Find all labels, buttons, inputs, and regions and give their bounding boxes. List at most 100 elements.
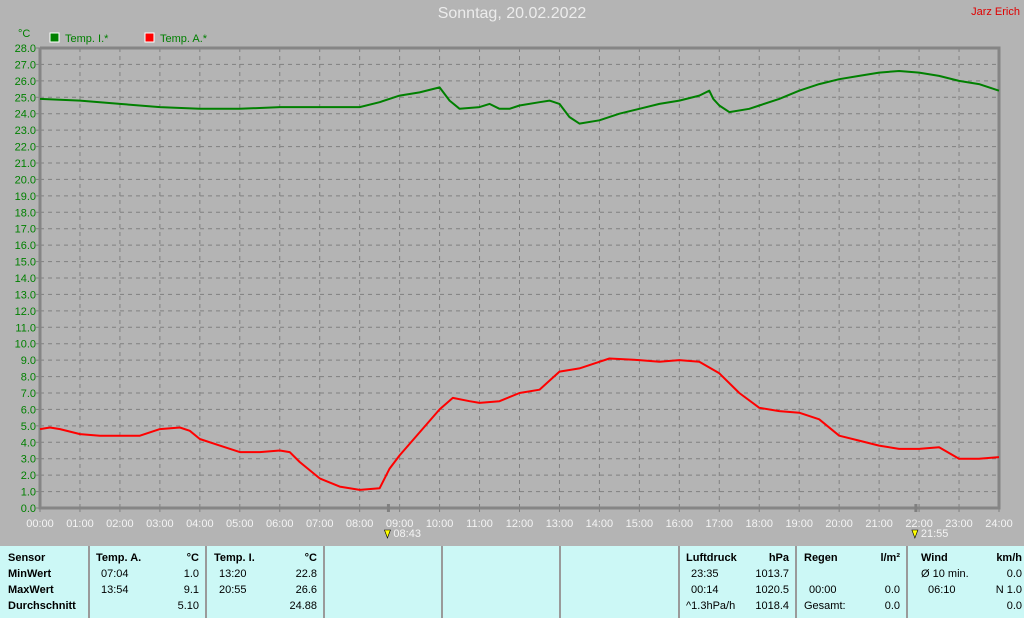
temp-i-min: 22.8 [295, 568, 317, 580]
regen-header: Regen [804, 552, 838, 564]
y-tick-label: 2.0 [21, 470, 36, 482]
y-tick-label: 28.0 [15, 43, 36, 55]
wind-max: N 1.0 [995, 584, 1022, 596]
temp-a-header: Temp. A. [96, 552, 142, 564]
x-tick-label: 14:00 [586, 518, 614, 530]
y-tick-label: 19.0 [15, 191, 36, 203]
y-tick-label: 24.0 [15, 109, 36, 121]
y-tick-label: 14.0 [15, 273, 36, 285]
x-tick-label: 13:00 [546, 518, 574, 530]
y-tick-label: 12.0 [15, 306, 36, 318]
x-tick-label: 15:00 [626, 518, 654, 530]
y-tick-label: 17.0 [15, 224, 36, 236]
wind-value: 0.0 [1006, 600, 1022, 612]
x-tick-label: 18:00 [745, 518, 773, 530]
temp-i-line [39, 70, 1000, 125]
x-tick-label: 12:00 [506, 518, 534, 530]
chart-title: Sonntag, 20.02.2022 [437, 5, 587, 22]
row-label-max: MaxWert [8, 584, 54, 596]
temp-a-min-time: 07:04 [101, 568, 129, 580]
legend-label: Temp. A.* [160, 33, 208, 45]
temp-a-unit: °C [186, 552, 199, 564]
x-tick-label: 11:00 [466, 518, 493, 530]
wind-avg: 0.0 [1006, 568, 1022, 580]
luftdruck-current: 1018.4 [755, 600, 789, 612]
x-tick-label: 04:00 [186, 518, 214, 530]
row-label-min: MinWert [8, 568, 52, 580]
x-tick-label: 08:00 [346, 518, 374, 530]
x-tick-label: 05:00 [226, 518, 254, 530]
temp-a-line [39, 357, 1000, 491]
y-tick-label: 9.0 [21, 355, 36, 367]
luftdruck-header: Luftdruck [686, 552, 737, 564]
luftdruck-trend: ^1.3hPa/h [686, 600, 736, 612]
y-tick-label: 16.0 [15, 240, 36, 252]
wind-unit: km/h [996, 552, 1022, 564]
wind-column: Wind km/h Ø 10 min. 0.0 06:10 N 1.0 0.0 [906, 546, 1024, 618]
x-tick-label: 07:00 [306, 518, 334, 530]
legend-swatch [144, 32, 155, 43]
regen-unit: l/m² [880, 552, 900, 564]
legend-swatch [49, 32, 60, 43]
sun-time-label: 21:55 [921, 528, 949, 540]
regen-total: 0.0 [884, 600, 900, 612]
y-tick-label: 21.0 [15, 158, 36, 170]
temp-a-max: 9.1 [183, 584, 199, 596]
y-tick-label: 0.0 [21, 503, 36, 515]
y-tick-label: 8.0 [21, 372, 36, 384]
x-tick-label: 00:00 [26, 518, 54, 530]
luftdruck-min-time: 23:35 [691, 568, 719, 580]
temp-a-avg: 5.10 [177, 600, 199, 612]
x-tick-label: 02:00 [106, 518, 134, 530]
y-tick-label: 22.0 [15, 142, 36, 154]
wind-header: Wind [921, 552, 948, 564]
y-tick-label: 26.0 [15, 76, 36, 88]
luftdruck-unit: hPa [768, 552, 789, 564]
x-tick-label: 17:00 [706, 518, 734, 530]
wind-max-time: 06:10 [928, 584, 956, 596]
y-tick-label: 3.0 [21, 454, 36, 466]
y-tick-label: 6.0 [21, 404, 36, 416]
sensor-column: Sensor MinWert MaxWert Durchschnitt [0, 546, 88, 618]
x-tick-label: 23:00 [945, 518, 973, 530]
sunset-icon [911, 529, 919, 539]
y-tick-label: 18.0 [15, 207, 36, 219]
temp-i-unit: °C [304, 552, 317, 564]
y-tick-label: 20.0 [15, 174, 36, 186]
luftdruck-max: 1020.5 [755, 584, 789, 596]
y-tick-label: 11.0 [15, 322, 36, 334]
y-tick-label: 13.0 [15, 289, 36, 301]
y-tick-label: 25.0 [15, 92, 36, 104]
x-tick-label: 01:00 [66, 518, 94, 530]
temperature-chart: 0.0 1.0 2.0 3.0 4.0 5.0 6.0 7.0 8.0 9.0 10.0 11.0 12… [15, 28, 1013, 540]
temp-a-min: 1.0 [183, 568, 199, 580]
y-tick-label: 1.0 [21, 487, 36, 499]
luftdruck-max-time: 00:14 [691, 584, 719, 596]
y-tick-label: 5.0 [21, 421, 36, 433]
empty-column-2 [441, 546, 559, 618]
y-tick-label: 27.0 [15, 59, 36, 71]
luftdruck-min: 1013.7 [755, 568, 789, 580]
y-tick-label: 7.0 [21, 388, 36, 400]
x-tick-label: 19:00 [785, 518, 813, 530]
regen-time: 00:00 [809, 584, 837, 596]
sensor-header: Sensor [8, 552, 46, 564]
plot-frame [38, 46, 1001, 510]
regen-column: Regen l/m² 00:00 0.0 Gesamt: 0.0 [795, 546, 906, 618]
temp-i-header: Temp. I. [214, 552, 255, 564]
row-label-avg: Durchschnitt [8, 600, 76, 612]
x-tick-label: 06:00 [266, 518, 294, 530]
x-tick-label: 09:00 [386, 518, 414, 530]
sun-time-label: 08:43 [393, 528, 421, 540]
x-tick-label: 20:00 [825, 518, 853, 530]
x-tick-label: 10:00 [426, 518, 454, 530]
author-label: Jarz Erich [971, 6, 1020, 18]
x-tick-label: 22:00 [905, 518, 933, 530]
y-axis-unit: °C [18, 28, 30, 40]
y-tick-label: 15.0 [15, 257, 36, 269]
temp-i-column: Temp. I. °C 13:20 22.8 20:55 26.6 24.88 [205, 546, 323, 618]
legend-label: Temp. I.* [65, 33, 109, 45]
regen-total-label: Gesamt: [804, 600, 846, 612]
y-tick-label: 23.0 [15, 125, 36, 137]
x-tick-label: 03:00 [146, 518, 174, 530]
